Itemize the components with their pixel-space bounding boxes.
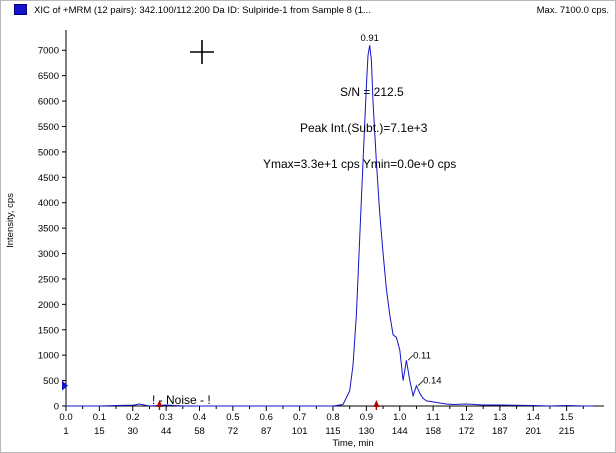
- scan-tick-label: 15: [94, 426, 105, 437]
- integration-marker-icon: [156, 400, 163, 407]
- scan-tick-label: 115: [325, 426, 340, 437]
- x-tick-label: 0.9: [360, 412, 373, 423]
- x-tick-label: 0.0: [59, 412, 72, 423]
- sn-annotation: S/N = 212.5: [340, 85, 404, 99]
- scan-tick-label: 30: [127, 426, 138, 437]
- peak-label-leader: [407, 354, 414, 361]
- x-tick-label: 0.2: [126, 412, 139, 423]
- crosshair-cursor-icon[interactable]: [190, 40, 214, 64]
- y-tick-label: 4500: [38, 173, 59, 184]
- y-tick-label: 7000: [38, 46, 59, 57]
- scan-tick-label: 187: [492, 426, 508, 437]
- ymax-ymin-annotation: Ymax=3.3e+1 cps Ymin=0.0e+0 cps: [263, 157, 456, 171]
- x-tick-label: 1.5: [560, 412, 573, 423]
- annotations-group: S/N = 212.5 Peak Int.(Subt.)=7.1e+3 Ymax=3…: [62, 85, 456, 410]
- scan-tick-label: 87: [261, 426, 272, 437]
- scan-tick-label: 144: [392, 426, 408, 437]
- x-tick-label: 0.5: [226, 412, 239, 423]
- x-tick-label: 0.3: [160, 412, 173, 423]
- peak-label: 0.91: [360, 33, 379, 44]
- peak-int-annotation: Peak Int.(Subt.)=7.1e+3: [300, 121, 428, 135]
- peak-label-leader: [417, 380, 424, 386]
- scan-tick-label: 172: [459, 426, 475, 437]
- scan-tick-label: 201: [525, 426, 541, 437]
- scan-tick-label: 72: [228, 426, 239, 437]
- y-tick-label: 3000: [38, 249, 59, 260]
- baseline-pointer-icon: [62, 380, 68, 391]
- scan-tick-label: 158: [425, 426, 441, 437]
- y-tick-label: 5000: [38, 147, 59, 158]
- x-tick-label: 0.1: [93, 412, 106, 423]
- peak-label: 0.14: [423, 376, 442, 387]
- y-tick-label: 1500: [38, 325, 59, 336]
- noise-annotation: ! - Noise - !: [152, 393, 211, 407]
- y-tick-label: 6500: [38, 71, 59, 82]
- x-tick-label: 1.2: [460, 412, 473, 423]
- x-axis-label: Time, min: [332, 438, 373, 449]
- peak-label: 0.11: [413, 350, 431, 361]
- scan-tick-label: 101: [292, 426, 308, 437]
- y-tick-label: 4000: [38, 198, 59, 209]
- x-tick-label: 1.0: [393, 412, 406, 423]
- max-intensity-label: Max. 7100.0 cps.: [536, 5, 609, 16]
- chart-header: XIC of +MRM (12 pairs): 342.100/112.200 …: [0, 0, 616, 20]
- scan-tick-label: 130: [358, 426, 374, 437]
- y-axis-label: Intensity, cps: [5, 193, 16, 248]
- y-tick-label: 0: [54, 402, 59, 413]
- x-tick-label: 1.3: [493, 412, 506, 423]
- scan-tick-label: 58: [194, 426, 205, 437]
- xic-trace: [66, 45, 594, 407]
- y-tick-label: 2500: [38, 274, 59, 285]
- scan-tick-label: 215: [559, 426, 575, 437]
- scan-tick-label: 44: [161, 426, 172, 437]
- scan-tick-label: 1: [63, 426, 68, 437]
- ticks-group: 0 500 1000 1500 2000 2500 3000 3500 4000 4500 5000…: [5, 46, 584, 449]
- y-tick-label: 2000: [38, 300, 59, 311]
- integration-marker-icon: [373, 400, 380, 407]
- y-tick-label: 6000: [38, 97, 59, 108]
- y-tick-label: 5500: [38, 122, 59, 133]
- series-color-swatch[interactable]: [14, 4, 27, 15]
- chart-title: XIC of +MRM (12 pairs): 342.100/112.200 …: [34, 5, 371, 16]
- y-tick-label: 3500: [38, 224, 59, 235]
- y-tick-label: 1000: [38, 351, 59, 362]
- x-tick-label: 1.1: [427, 412, 440, 423]
- x-tick-label: 1.4: [527, 412, 540, 423]
- y-tick-label: 500: [43, 376, 59, 387]
- axes-group: [65, 30, 604, 407]
- x-tick-label: 0.7: [293, 412, 306, 423]
- x-tick-label: 0.8: [326, 412, 339, 423]
- peak-labels-group: 0.91 0.11 0.14: [360, 33, 441, 387]
- x-tick-label: 0.4: [193, 412, 206, 423]
- x-tick-label: 0.6: [260, 412, 273, 423]
